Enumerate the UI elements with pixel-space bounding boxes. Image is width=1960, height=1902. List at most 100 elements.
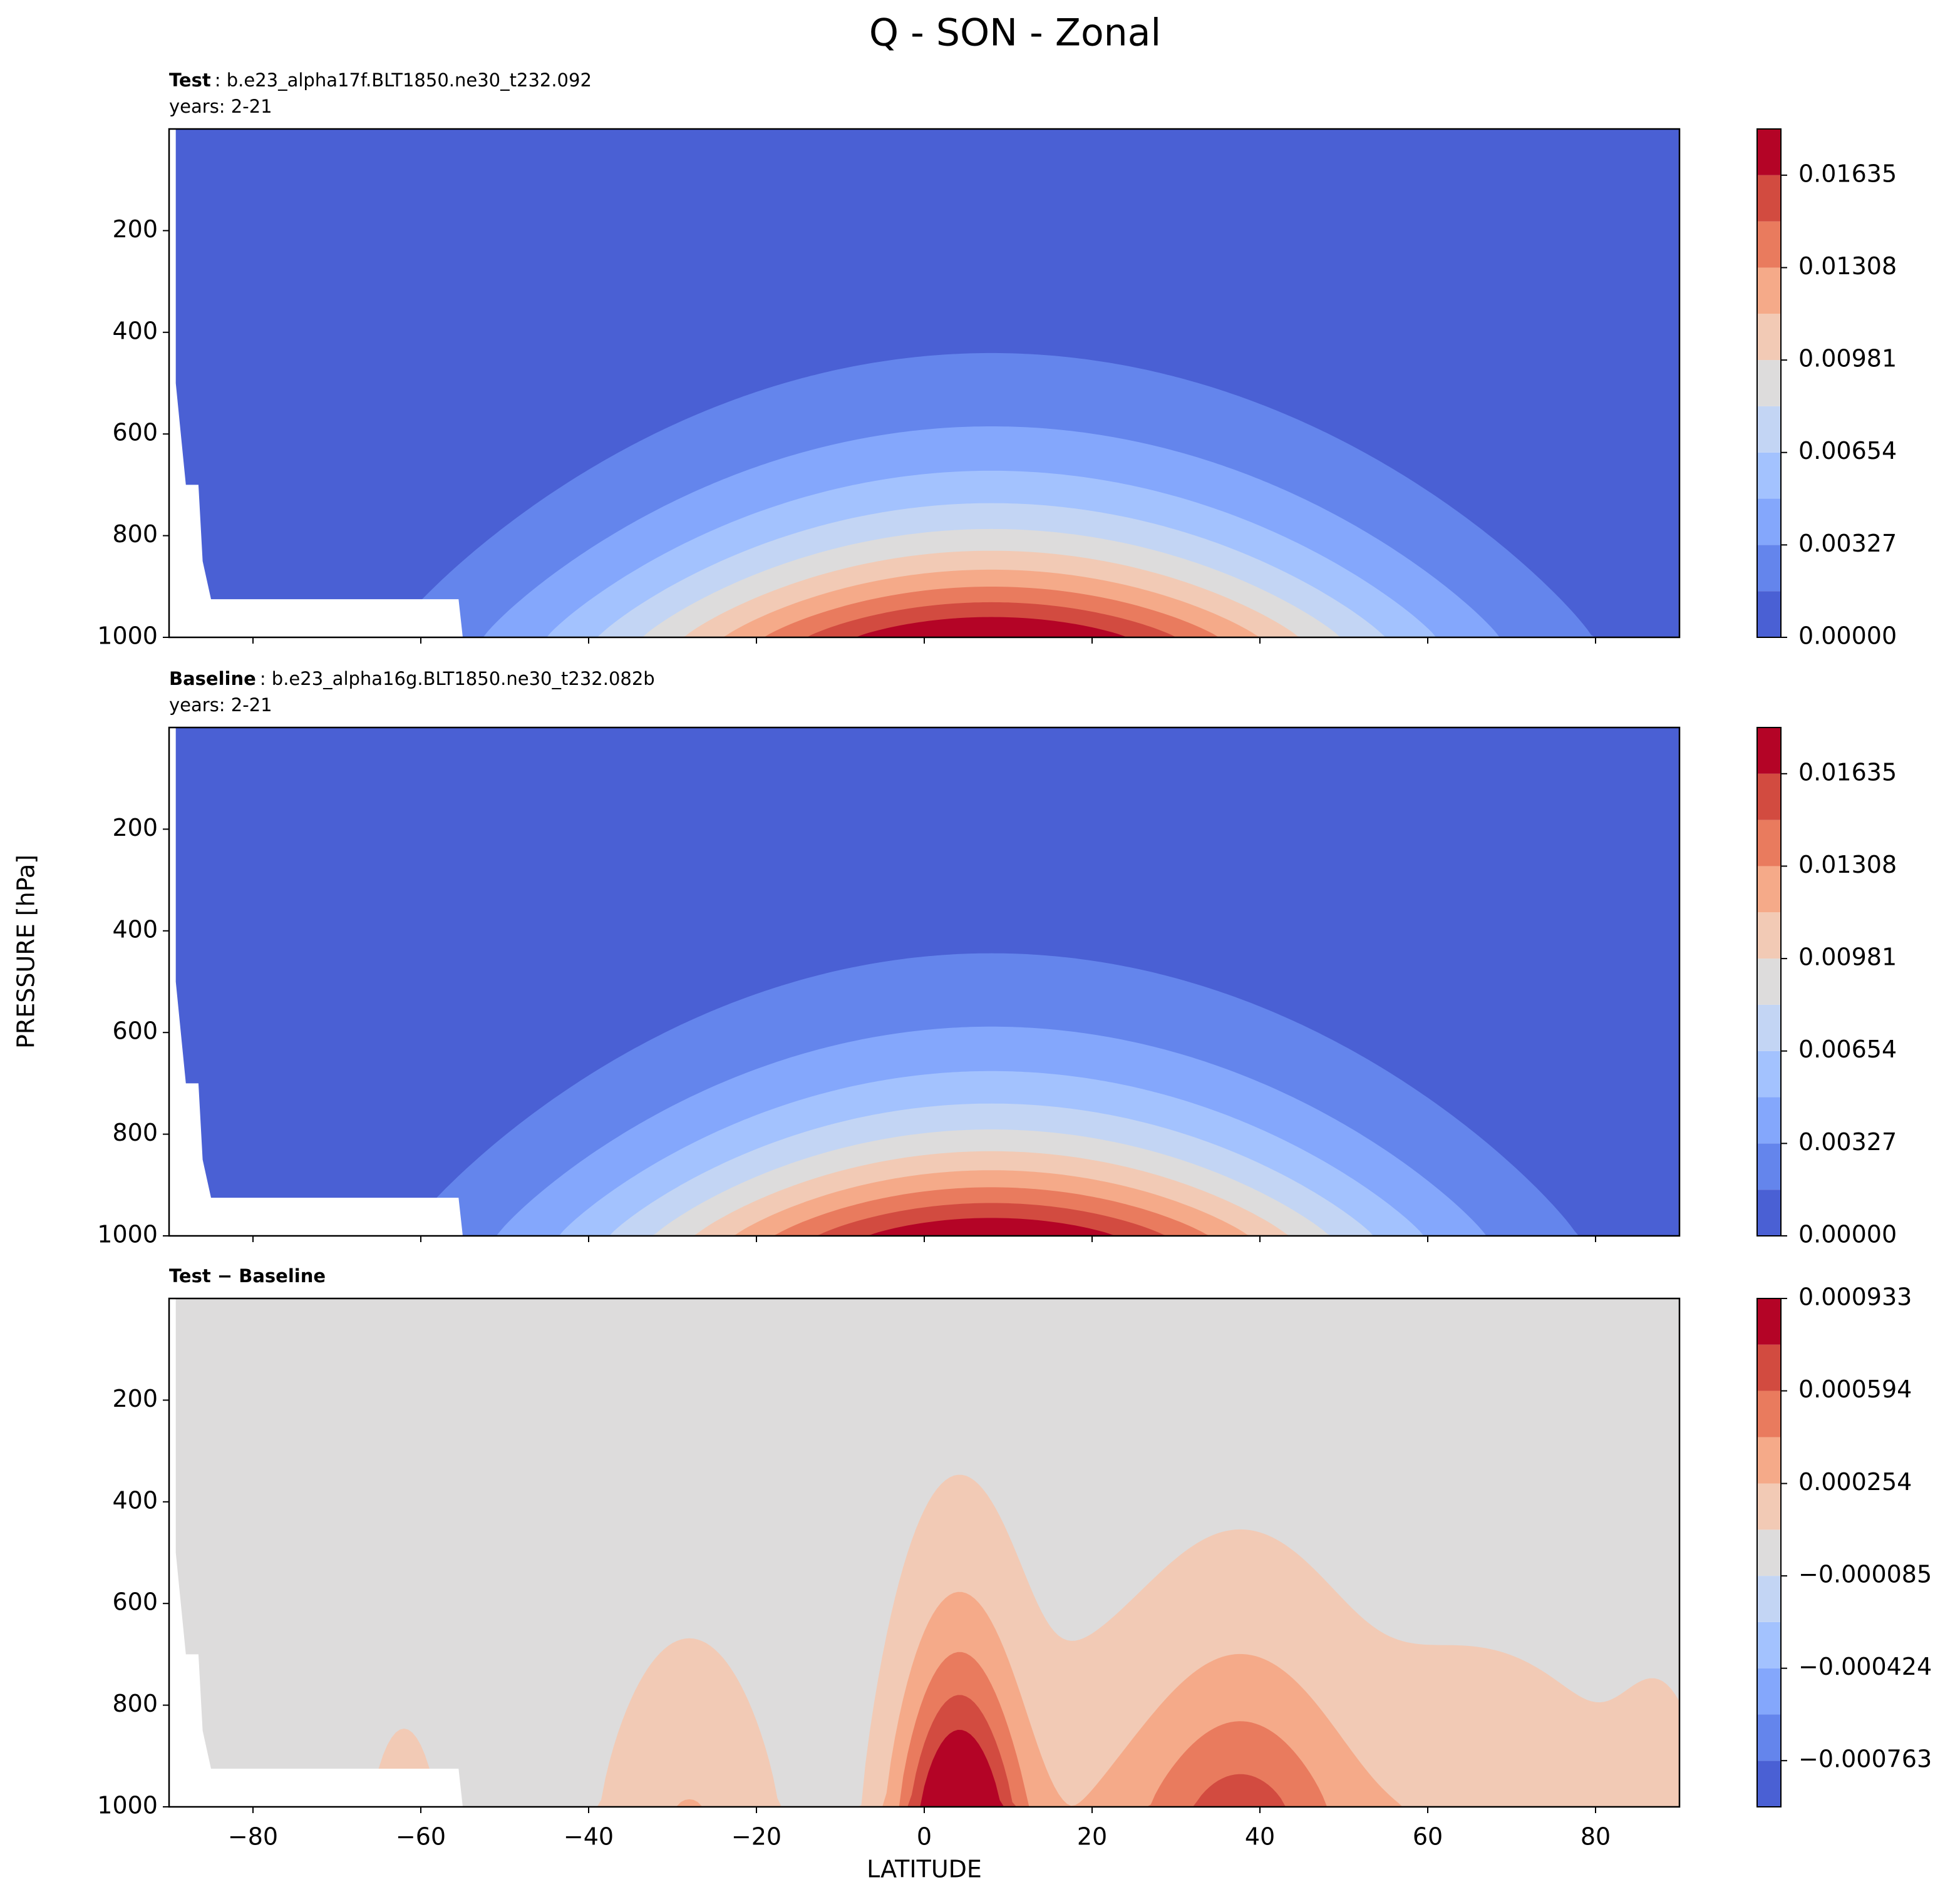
colorbar-tick-label: 0.00327 bbox=[1798, 1128, 1897, 1156]
colorbar-band bbox=[1757, 1529, 1781, 1576]
colorbar-tick-label: 0.01308 bbox=[1798, 851, 1897, 878]
colorbar-band bbox=[1757, 959, 1781, 1005]
contour-band bbox=[169, 1652, 1679, 1807]
panel-header: Test − Baseline bbox=[169, 1265, 326, 1287]
panel-subtitle: years: 2-21 bbox=[169, 96, 272, 117]
x-tick-label: −40 bbox=[564, 1823, 614, 1851]
colorbar-band bbox=[1757, 1622, 1781, 1668]
colorbar-band bbox=[1757, 912, 1781, 959]
contour-band bbox=[169, 1203, 1679, 1236]
colorbar-tick-label: 0.00000 bbox=[1798, 622, 1897, 650]
colorbar-tick-label: 0.000594 bbox=[1798, 1375, 1912, 1403]
colorbar-tick-label: −0.000763 bbox=[1798, 1745, 1932, 1773]
colorbar-band bbox=[1757, 545, 1781, 592]
colorbar-band bbox=[1757, 591, 1781, 637]
x-tick-label: 40 bbox=[1245, 1823, 1275, 1851]
terrain-mask bbox=[169, 129, 463, 637]
panel-name-bold: Test − Baseline bbox=[169, 1265, 326, 1287]
colorbar-band bbox=[1757, 1576, 1781, 1622]
x-axis-label: LATITUDE bbox=[867, 1856, 982, 1883]
y-tick-label: 400 bbox=[112, 1486, 158, 1514]
colorbar-band bbox=[1757, 360, 1781, 406]
colorbar-tick-label: 0.00000 bbox=[1798, 1221, 1897, 1248]
colorbar-tick-label: 0.01635 bbox=[1798, 758, 1897, 786]
colorbar-band bbox=[1757, 1714, 1781, 1761]
y-tick-label: 600 bbox=[112, 1588, 158, 1616]
colorbar-band bbox=[1757, 1298, 1781, 1345]
colorbar-tick-label: −0.000085 bbox=[1798, 1561, 1932, 1588]
colorbar-band bbox=[1757, 773, 1781, 820]
y-tick-label: 1000 bbox=[97, 1221, 158, 1248]
y-tick-label: 800 bbox=[112, 1119, 158, 1146]
colorbar-band bbox=[1757, 1097, 1781, 1144]
panel-subtitle: years: 2-21 bbox=[169, 694, 272, 716]
colorbar-band bbox=[1757, 129, 1781, 175]
y-axis-label: PRESSURE [hPa] bbox=[13, 855, 40, 1049]
x-tick-label: 80 bbox=[1581, 1823, 1611, 1851]
colorbar-band bbox=[1757, 1437, 1781, 1484]
colorbar-band bbox=[1757, 1668, 1781, 1715]
x-tick-label: −60 bbox=[396, 1823, 446, 1851]
terrain-mask bbox=[169, 727, 463, 1236]
y-tick-label: 1000 bbox=[97, 622, 158, 650]
colorbar-tick-label: 0.00327 bbox=[1798, 530, 1897, 557]
y-tick-label: 800 bbox=[112, 520, 158, 548]
terrain-mask bbox=[169, 1298, 463, 1807]
y-tick-label: 200 bbox=[112, 1385, 158, 1412]
colorbar-band bbox=[1757, 314, 1781, 361]
panel-name: : b.e23_alpha17f.BLT1850.ne30_t232.092 bbox=[215, 69, 592, 91]
colorbar-tick-label: 0.000254 bbox=[1798, 1468, 1912, 1496]
colorbar-tick-label: 0.00981 bbox=[1798, 345, 1897, 373]
colorbar-band bbox=[1757, 406, 1781, 453]
colorbar-band bbox=[1757, 221, 1781, 268]
contour-band bbox=[169, 1695, 1679, 1807]
x-tick-label: 20 bbox=[1077, 1823, 1107, 1851]
colorbar-band bbox=[1757, 1004, 1781, 1051]
colorbar-band bbox=[1757, 1051, 1781, 1098]
chart-title: Q - SON - Zonal bbox=[869, 11, 1161, 55]
colorbar-tick-label: 0.00654 bbox=[1798, 1036, 1897, 1063]
colorbar-band bbox=[1757, 820, 1781, 866]
panel-header: Baseline: b.e23_alpha16g.BLT1850.ne30_t2… bbox=[169, 668, 655, 689]
colorbar-frame bbox=[1756, 128, 1782, 638]
panel-name: : b.e23_alpha16g.BLT1850.ne30_t232.082b bbox=[260, 668, 655, 689]
x-tick-label: −20 bbox=[731, 1823, 781, 1851]
colorbar-tick-label: 0.00654 bbox=[1798, 437, 1897, 465]
colorbar-tick-label: 0.01308 bbox=[1798, 252, 1897, 280]
x-tick-label: 60 bbox=[1413, 1823, 1443, 1851]
contour-band bbox=[169, 1218, 1679, 1236]
panel-name-bold: Baseline bbox=[169, 668, 256, 689]
colorbar-band bbox=[1757, 1483, 1781, 1530]
contour-band bbox=[169, 617, 1679, 637]
y-tick-label: 400 bbox=[112, 915, 158, 943]
colorbar-band bbox=[1757, 498, 1781, 545]
colorbar-tick-label: 0.00981 bbox=[1798, 943, 1897, 971]
colorbar-tick-label: 0.01635 bbox=[1798, 160, 1897, 187]
panel-name-bold: Test bbox=[169, 69, 211, 91]
y-tick-label: 1000 bbox=[97, 1792, 158, 1819]
y-tick-label: 200 bbox=[112, 814, 158, 841]
colorbar-band bbox=[1757, 1761, 1781, 1807]
colorbar-band bbox=[1757, 267, 1781, 314]
colorbar-frame bbox=[1756, 1298, 1782, 1807]
contour-group bbox=[169, 1298, 1679, 1807]
colorbar-band bbox=[1757, 452, 1781, 499]
y-tick-label: 400 bbox=[112, 317, 158, 344]
colorbar-tick-label: 0.000933 bbox=[1798, 1283, 1912, 1311]
colorbar-band bbox=[1757, 866, 1781, 913]
panel-header: Test: b.e23_alpha17f.BLT1850.ne30_t232.0… bbox=[169, 69, 592, 91]
x-tick-label: −80 bbox=[228, 1823, 278, 1851]
colorbar-band bbox=[1757, 727, 1781, 774]
contour-group bbox=[169, 129, 1679, 637]
colorbar-band bbox=[1757, 1143, 1781, 1190]
colorbar-frame bbox=[1756, 727, 1782, 1236]
contour-band bbox=[169, 602, 1679, 637]
contour-band bbox=[169, 1730, 1679, 1807]
colorbar-band bbox=[1757, 1190, 1781, 1236]
y-tick-label: 600 bbox=[112, 419, 158, 446]
y-tick-label: 600 bbox=[112, 1017, 158, 1045]
colorbar-band bbox=[1757, 175, 1781, 222]
colorbar-band bbox=[1757, 1344, 1781, 1391]
contour-group bbox=[169, 727, 1679, 1236]
